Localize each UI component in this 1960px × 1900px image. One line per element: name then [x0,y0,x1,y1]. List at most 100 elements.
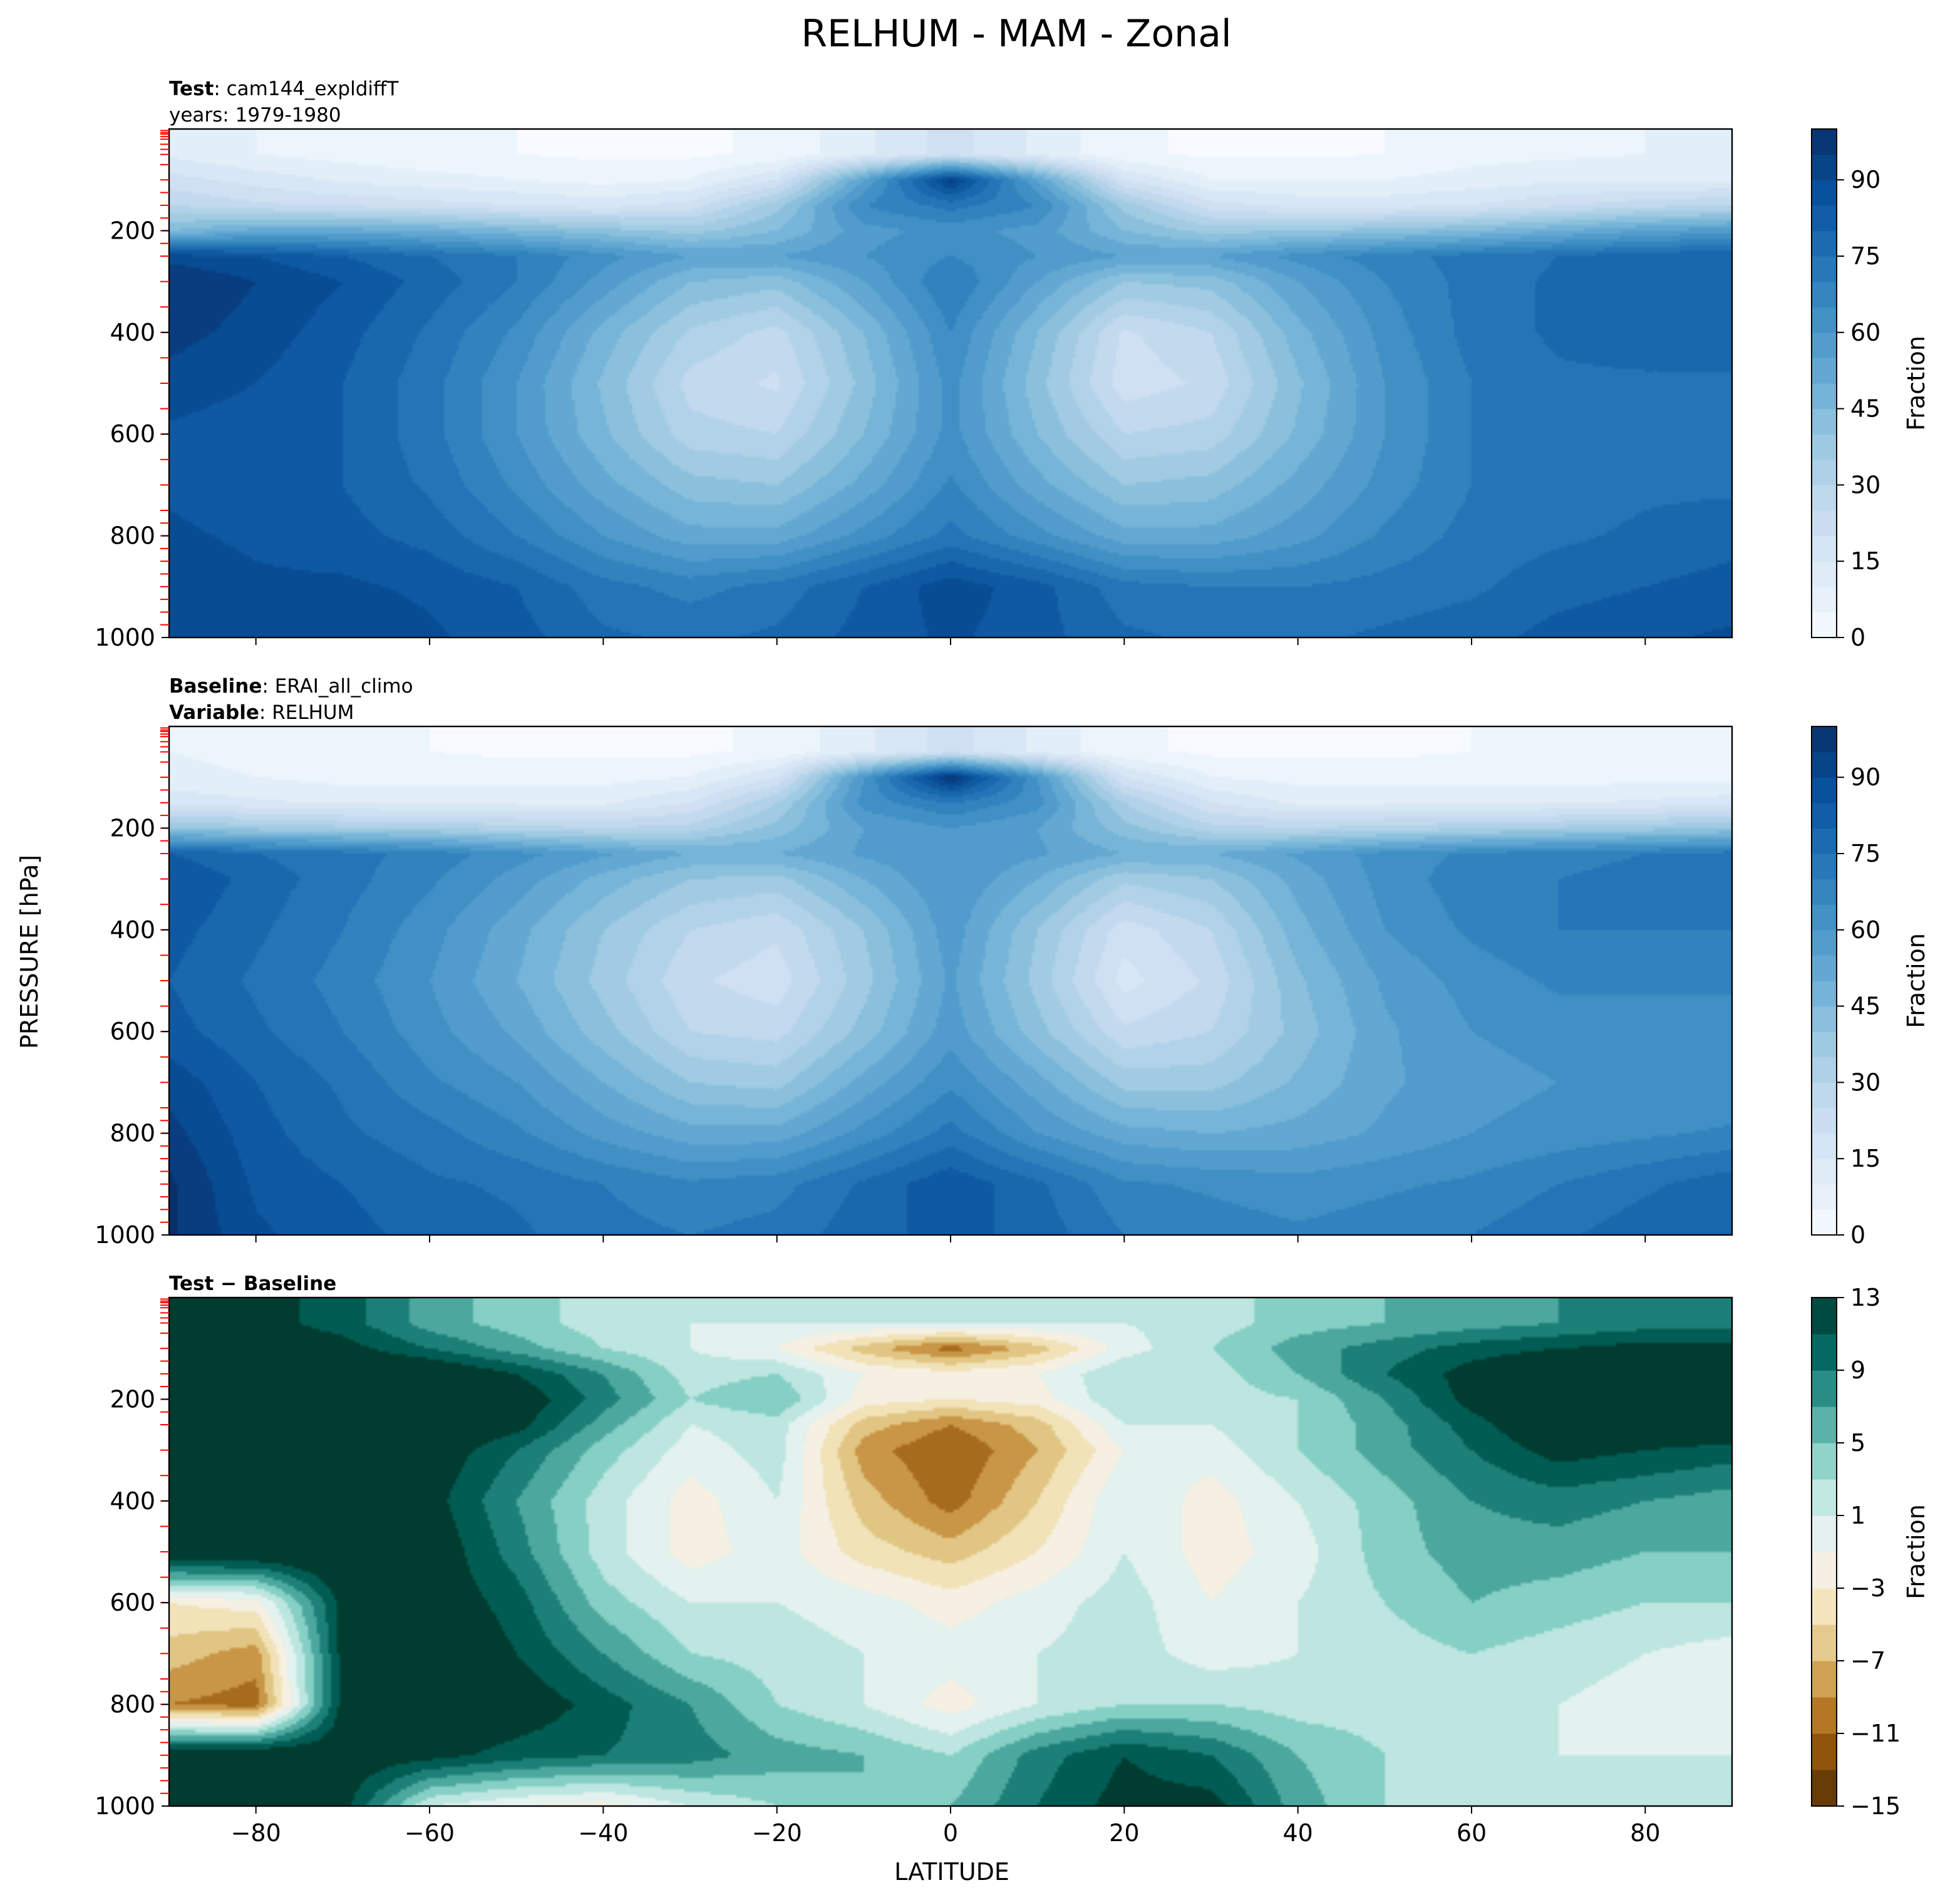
x-tick-label: 20 [1109,1819,1139,1847]
panel-header-line: Variable: RELHUM [169,701,354,724]
colorbar-band [1812,1661,1837,1698]
colorbar-band [1812,510,1837,537]
heatmap-field [169,129,1732,638]
colorbar-band [1812,802,1837,829]
colorbar-band [1812,561,1837,587]
header-bold: Test [169,78,214,100]
header-bold: Test − Baseline [169,1273,336,1295]
colorbar-tick-label: 30 [1850,1068,1880,1096]
header-bold: Variable [169,701,259,724]
heatmap-field [169,1298,1732,1806]
y-tick-label: 400 [110,916,155,944]
header-text: years: 1979-1980 [169,104,341,126]
colorbar-band [1812,358,1837,384]
colorbar-tick-label: 90 [1850,763,1880,791]
y-axis-label: PRESSURE [hPa] [16,855,43,1049]
x-tick-label: −20 [752,1819,802,1847]
colorbar-tick-label: 0 [1850,1221,1865,1249]
y-tick-label: 1000 [95,1221,155,1249]
colorbar-band [1812,1056,1837,1083]
panel-test: Test: cam144_expldiffT years: 1979-1980 20… [95,78,1930,651]
colorbar-band [1812,1624,1837,1661]
colorbar-band [1812,459,1837,485]
colorbar-tick-label: 15 [1850,547,1880,575]
y-tick-label: 800 [110,1120,155,1147]
colorbar-band [1812,256,1837,282]
panel-header-line: Test − Baseline [169,1273,336,1295]
colorbar-tick-label: −15 [1850,1792,1901,1820]
y-tick-label: 400 [110,319,155,346]
x-tick-label: −40 [578,1819,628,1847]
y-tick-label: 600 [110,1018,155,1045]
y-tick-label: 1000 [95,1792,155,1820]
colorbar-tick-label: 60 [1850,916,1880,944]
colorbar-tick-label: 30 [1850,471,1880,498]
colorbar-band [1812,1082,1837,1108]
colorbar-band [1812,1133,1837,1159]
colorbar-band [1812,612,1837,638]
colorbar-band [1812,129,1837,155]
colorbar-tick-label: 15 [1850,1145,1880,1172]
colorbar-band [1812,1552,1837,1589]
colorbar: 0 15 30 45 60 75 90 Fraction [1811,726,1930,1249]
colorbar: 13 9 5 1 −3 −7 −11 −15 Fraction [1811,1284,1930,1820]
colorbar-band [1812,1108,1837,1134]
colorbar-tick-label: 75 [1850,242,1880,270]
colorbar-label: Fraction [1902,336,1930,431]
colorbar-frame [1811,726,1837,1236]
colorbar-band [1812,1770,1837,1807]
colorbar-band [1812,1184,1837,1210]
colorbar-band [1812,1031,1837,1058]
x-tick-label: 60 [1457,1819,1487,1847]
colorbar-band [1812,1588,1837,1625]
colorbar-tick-label: 13 [1850,1284,1880,1311]
colorbar-band [1812,586,1837,612]
colorbar-band [1812,281,1837,307]
colorbar-band [1812,383,1837,410]
header-text: ERAI_all_climo [275,675,413,698]
header-text: RELHUM [272,701,354,724]
colorbar-band [1812,307,1837,333]
colorbar-tick-label: 60 [1850,319,1880,346]
panel-header-line: Baseline: ERAI_all_climo [169,675,413,698]
colorbar-frame [1811,1297,1837,1807]
colorbar-band [1812,751,1837,778]
colorbar-band [1812,955,1837,981]
colorbar: 0 15 30 45 60 75 90 Fraction [1811,128,1930,651]
colorbar-band [1812,408,1837,435]
panel-header-line: years: 1979-1980 [169,104,341,126]
colorbar-band [1812,230,1837,257]
y-tick-label: 800 [110,522,155,550]
panel-header-line: Test: cam144_expldiffT [169,78,399,100]
colorbar-band [1812,1334,1837,1371]
y-tick-label: 200 [110,1385,155,1413]
header-sep: : [262,675,274,698]
header-text: cam144_expldiffT [227,78,400,100]
colorbar-tick-label: 1 [1850,1502,1865,1529]
panels: Test: cam144_expldiffT years: 1979-1980 20… [95,78,1930,1847]
figure-title: RELHUM - MAM - Zonal [801,12,1231,56]
colorbar-tick-label: 45 [1850,993,1880,1020]
x-tick-label: −60 [405,1819,455,1847]
y-tick-label: 800 [110,1691,155,1718]
colorbar-band [1812,1298,1837,1335]
colorbar-band [1812,981,1837,1007]
colorbar-tick-label: 90 [1850,166,1880,194]
colorbar-band [1812,485,1837,511]
colorbar-band [1812,1479,1837,1516]
panel-baseline: Baseline: ERAI_all_climo Variable: RELHUM… [95,675,1930,1249]
colorbar-band [1812,434,1837,460]
colorbar-band [1812,1209,1837,1236]
colorbar-band [1812,854,1837,880]
colorbar-label: Fraction [1902,1504,1930,1599]
colorbar-band [1812,1370,1837,1407]
colorbar-band [1812,1733,1837,1770]
y-tick-label: 600 [110,420,155,448]
colorbar-band [1812,879,1837,905]
colorbar-tick-label: −11 [1850,1720,1901,1747]
colorbar-tick-label: 0 [1850,624,1865,651]
header-bold: Baseline [169,675,262,698]
colorbar-band [1812,777,1837,803]
